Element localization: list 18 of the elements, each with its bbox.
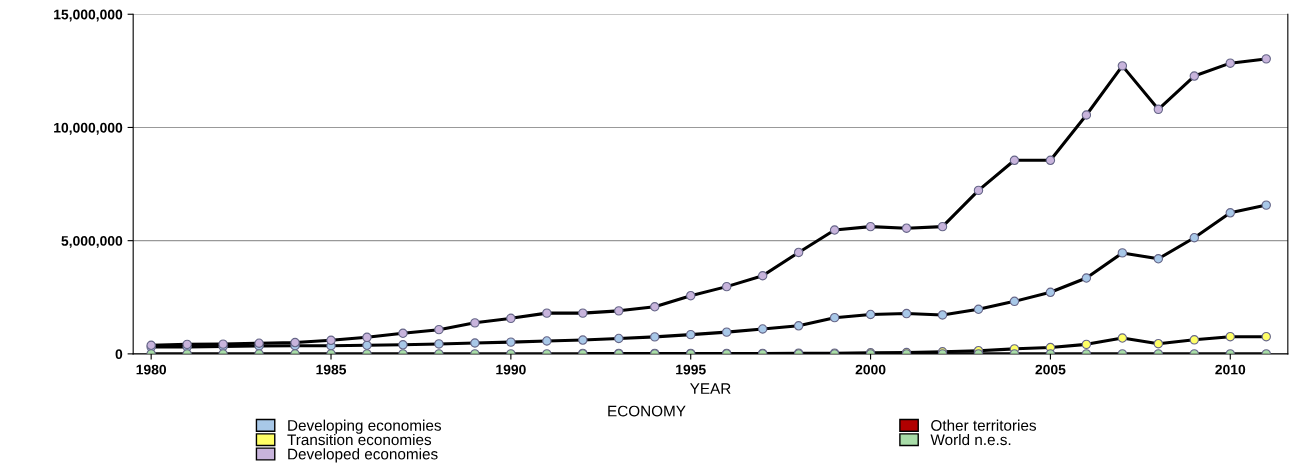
x-tick-label: 1995	[676, 364, 706, 375]
x-tick-label: 1980	[136, 364, 167, 375]
y-tick-label: 0	[115, 349, 123, 360]
y-tick-label: 5,000,000	[61, 236, 123, 248]
legend-label: Other territories	[931, 419, 1037, 431]
x-tick-label: 1985	[316, 364, 347, 375]
legend-label: Developing economies	[288, 419, 442, 434]
y-tick-label: 10,000,000	[54, 122, 123, 135]
x-axis-title: YEAR	[690, 383, 731, 394]
legend-label: Transition economies	[287, 433, 432, 446]
y-tick-label: 15,000,000	[54, 9, 123, 22]
x-tick-label: 1990	[496, 364, 526, 375]
x-tick-label: 2000	[855, 364, 886, 375]
x-tick-label: 2005	[1035, 364, 1066, 375]
legend-title: ECONOMY	[608, 405, 686, 417]
x-tick-label: 2010	[1215, 364, 1246, 375]
legend-label: World n.e.s.	[930, 433, 1011, 446]
legend-label: Developed economies	[288, 448, 438, 463]
